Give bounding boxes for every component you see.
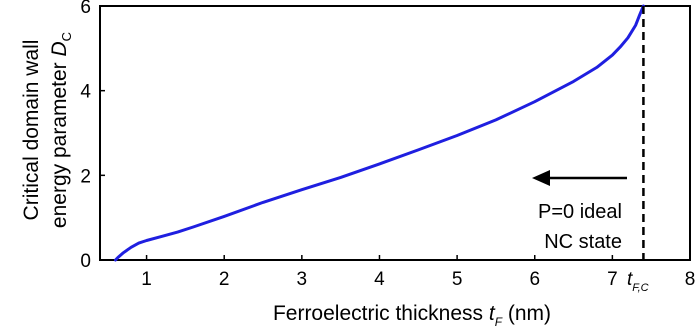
arrow-head [532, 170, 550, 186]
critical-marker-label: tF,C [627, 269, 649, 294]
y-tick-label-6: 6 [80, 0, 91, 18]
annotation-line2: NC state [544, 231, 622, 253]
ticks-layer: 1 2 3 4 5 6 7 8 0 2 4 6 [80, 0, 695, 290]
series-line-0 [114, 4, 645, 262]
x-tick-label-8: 8 [685, 269, 696, 290]
x-tick-label-3: 3 [297, 269, 308, 290]
y-tick-label-2: 2 [80, 166, 91, 187]
series-layer [114, 4, 645, 262]
x-tick-label-2: 2 [219, 269, 230, 290]
x-tick-label-6: 6 [529, 269, 540, 290]
x-tick-label-4: 4 [374, 269, 385, 290]
plot-frame [99, 5, 691, 261]
annotation-line1: P=0 ideal [538, 201, 622, 223]
annotation-arrow [532, 170, 627, 186]
y-axis-title-line1: Critical domain wall [20, 40, 43, 221]
y-tick-label-4: 4 [80, 82, 91, 103]
x-tick-label-7: 7 [607, 269, 618, 290]
x-axis-title: Ferroelectric thickness tF (nm) [273, 302, 551, 329]
x-tick-label-5: 5 [452, 269, 463, 290]
x-tick-label-1: 1 [141, 269, 152, 290]
y-axis-title-line2: energy parameter DC [48, 32, 74, 228]
y-tick-label-0: 0 [80, 251, 91, 272]
